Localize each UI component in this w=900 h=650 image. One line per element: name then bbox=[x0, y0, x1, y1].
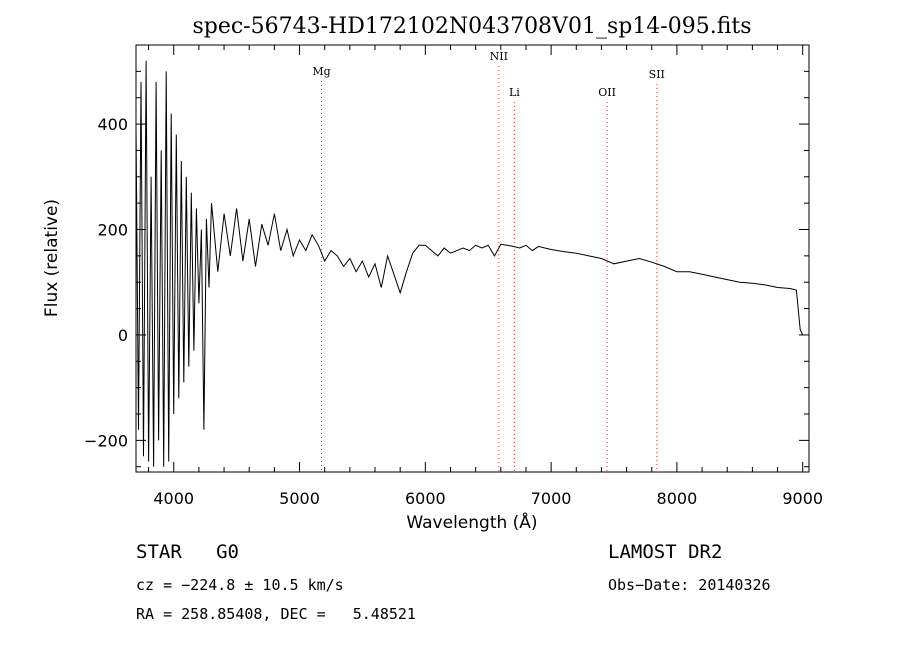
axes: 4000 5000 6000 7000 8000 9000 −200 0 200 400 bbox=[84, 44, 823, 508]
line-marker-label: OII bbox=[598, 86, 616, 99]
spectral-line-markers: Mg NII Li OII SII bbox=[312, 50, 665, 472]
observation-date: Obs−Date: 20140326 bbox=[608, 576, 771, 594]
redshift-info: cz = −224.8 ± 10.5 km/s bbox=[136, 576, 344, 594]
y-axis-label: Flux (relative) bbox=[42, 199, 62, 317]
x-tick-label: 4000 bbox=[153, 489, 194, 508]
x-tick-label: 5000 bbox=[279, 489, 320, 508]
line-marker-label: NII bbox=[490, 50, 508, 63]
x-tick-label: 9000 bbox=[782, 489, 823, 508]
chart-title: spec-56743-HD172102N043708V01_sp14-095.f… bbox=[192, 14, 751, 39]
survey-name: LAMOST DR2 bbox=[608, 541, 723, 563]
line-marker-label: SII bbox=[649, 68, 665, 81]
line-marker-label: Mg bbox=[312, 65, 330, 78]
y-tick-label: −200 bbox=[84, 431, 128, 450]
line-marker-label: Li bbox=[509, 86, 520, 99]
x-axis-label: Wavelength (Å) bbox=[406, 511, 537, 533]
x-tick-label: 7000 bbox=[531, 489, 572, 508]
y-tick-label: 400 bbox=[97, 115, 128, 134]
x-tick-label: 6000 bbox=[405, 489, 446, 508]
series-layer bbox=[135, 60, 804, 467]
y-tick-label: 0 bbox=[118, 326, 128, 345]
object-class: STAR G0 bbox=[136, 541, 239, 563]
spectrum-series-line bbox=[135, 60, 804, 467]
x-tick-label: 8000 bbox=[657, 489, 698, 508]
plot-frame bbox=[135, 44, 810, 473]
spectrum-chart: spec-56743-HD172102N043708V01_sp14-095.f… bbox=[42, 14, 823, 533]
coordinates: RA = 258.85408, DEC = 5.48521 bbox=[136, 605, 416, 623]
y-tick-label: 200 bbox=[97, 221, 128, 240]
